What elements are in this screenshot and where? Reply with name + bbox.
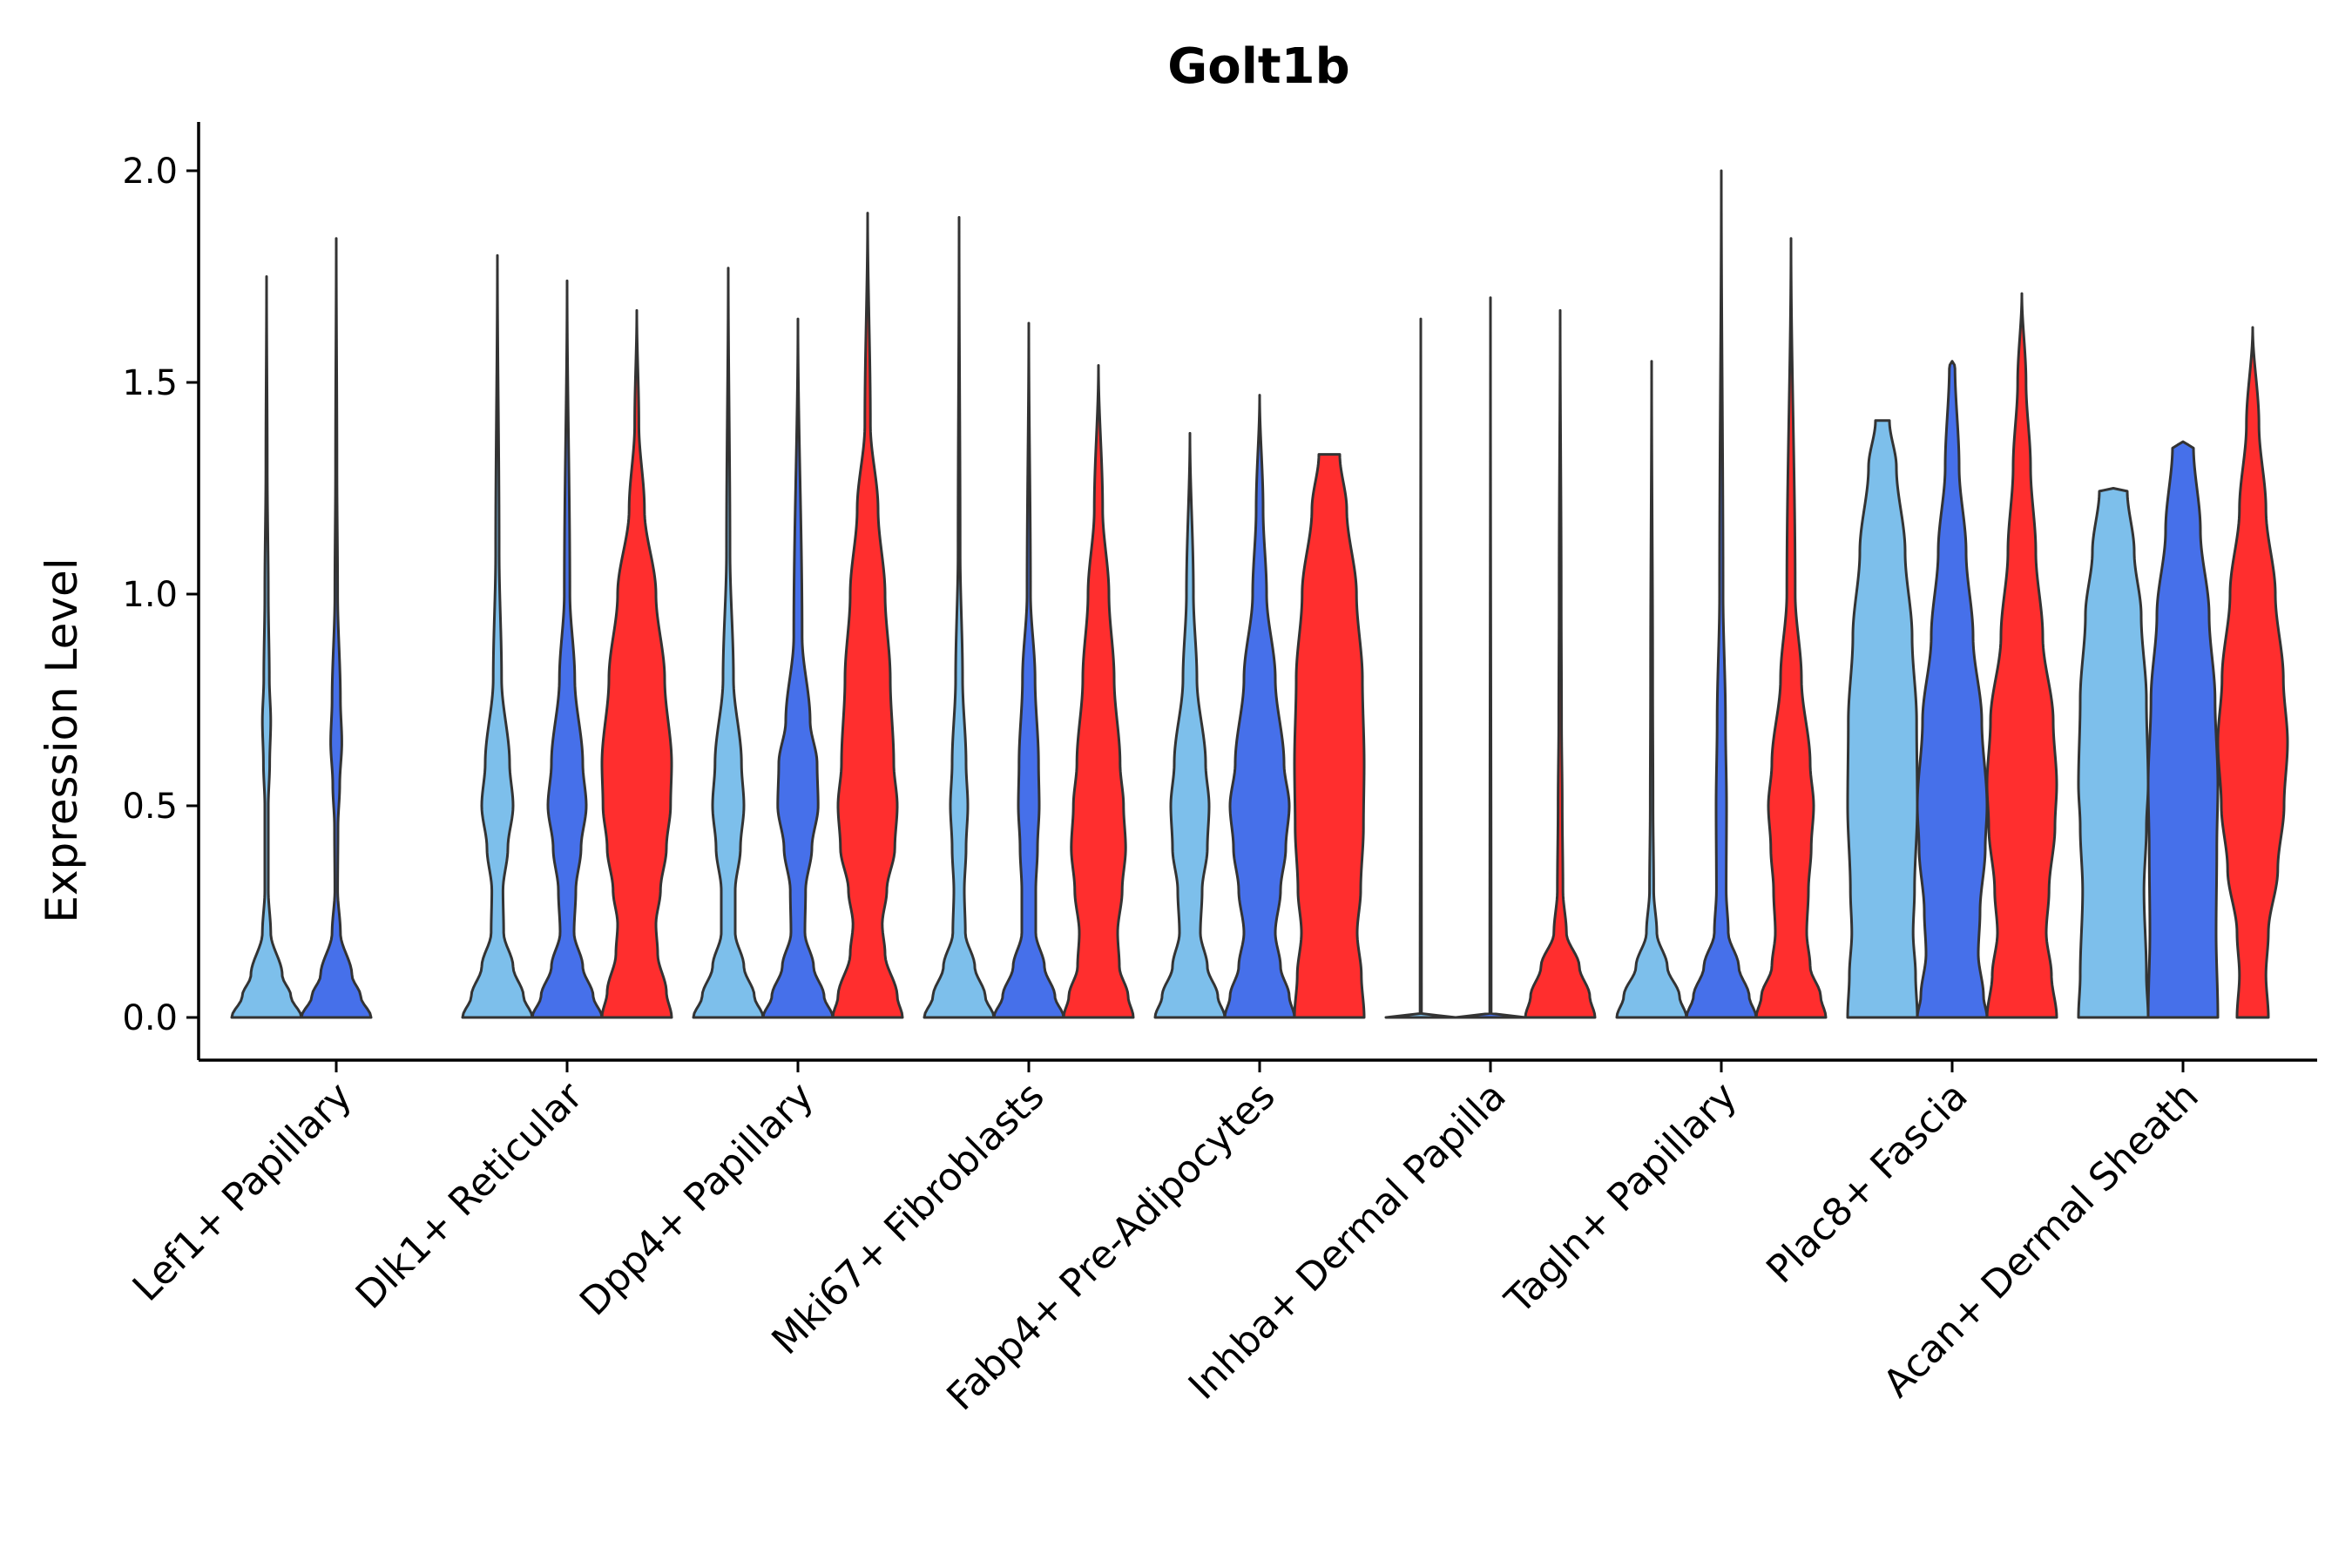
x-tick-label: Plac8+ Fascia	[1758, 1074, 1977, 1293]
y-axis-label: Expression Level	[37, 558, 87, 923]
violin-group	[230, 237, 373, 1019]
violin-group-3	[831, 212, 904, 1019]
violin-group-3	[2216, 326, 2289, 1019]
y-tick-label: 1.0	[122, 575, 178, 615]
y-tick-label: 0.5	[122, 787, 178, 827]
y-tick-label: 1.5	[122, 363, 178, 403]
violin-group-3	[1293, 453, 1366, 1019]
violin-group-2	[2146, 440, 2220, 1019]
violin-group-2	[531, 279, 604, 1019]
violin-group-3	[600, 308, 673, 1019]
violin-group	[461, 253, 673, 1019]
violin-group-1	[923, 215, 996, 1019]
violin-group-2	[1916, 360, 1989, 1019]
violin-group-1	[1384, 317, 1457, 1019]
violin-group-2	[1454, 296, 1527, 1019]
violin-group-3	[1062, 364, 1135, 1019]
violin-group-1	[1153, 431, 1227, 1019]
violin-group	[923, 215, 1135, 1019]
y-tick-label: 2.0	[122, 152, 178, 192]
x-tick-label: Tagln+ Papillary	[1497, 1074, 1746, 1323]
violin-group-1	[1615, 360, 1688, 1019]
violin-group-3	[1985, 292, 2058, 1019]
violin-group	[692, 212, 904, 1019]
chart-title: Golt1b	[1167, 38, 1349, 95]
x-tick-label: Dpp4+ Papillary	[571, 1074, 822, 1325]
violin-group-1	[230, 275, 303, 1019]
violin-group-2	[1685, 169, 1758, 1019]
x-tick-label: Lef1+ Papillary	[125, 1074, 361, 1310]
y-tick-label: 0.0	[122, 998, 178, 1038]
x-tick-label: Dlk1+ Reticular	[348, 1073, 592, 1318]
violin-group-3	[1524, 308, 1597, 1019]
violin-group-2	[992, 321, 1065, 1019]
violin-group-1	[2077, 487, 2150, 1019]
violin-layer	[230, 169, 2289, 1019]
violin-group	[1846, 292, 2058, 1019]
violin-group	[2077, 326, 2289, 1019]
violin-group-3	[1754, 237, 1828, 1019]
violin-group-2	[1223, 394, 1296, 1019]
violin-group	[1153, 394, 1366, 1019]
violin-group	[1615, 169, 1828, 1019]
violin-group-2	[761, 317, 835, 1019]
violin-group-1	[1846, 419, 1919, 1019]
violin-group-1	[692, 267, 765, 1019]
violin-group-2	[300, 237, 373, 1019]
violin-group-1	[461, 253, 534, 1019]
violin-group	[1384, 296, 1597, 1019]
